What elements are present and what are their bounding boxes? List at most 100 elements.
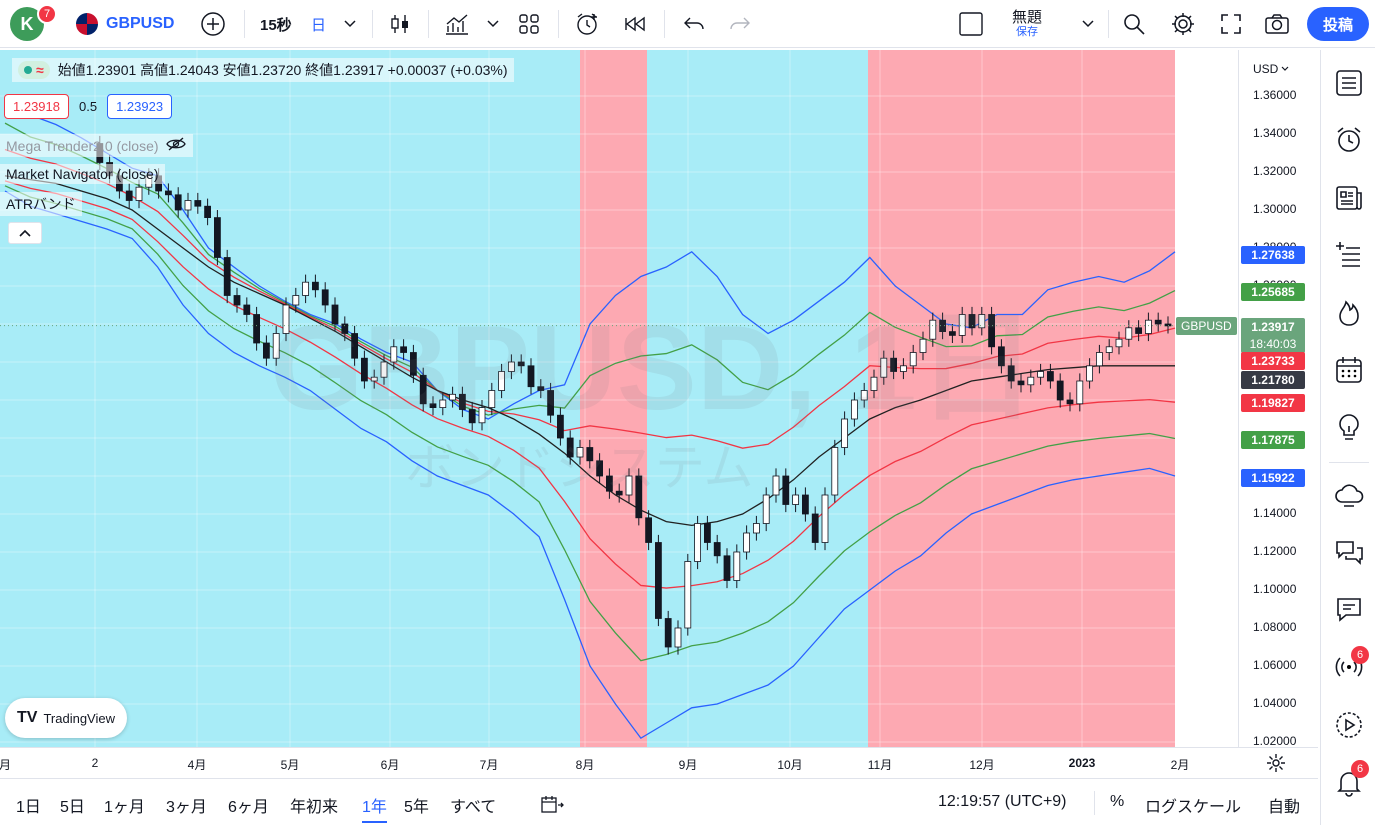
ideas-lightbulb-icon[interactable] bbox=[1334, 412, 1364, 442]
candle-body bbox=[596, 460, 603, 477]
symbol-search-button[interactable]: GBPUSD bbox=[76, 0, 174, 48]
range-button[interactable]: 5年 bbox=[404, 799, 429, 816]
candle-body bbox=[272, 333, 280, 359]
candle-body bbox=[870, 376, 878, 391]
log-scale-button[interactable]: ログスケール bbox=[1145, 799, 1242, 816]
time-axis[interactable]: 月 2 4月 5月 6月 7月 8月 9月 10月 11月 12月 2023 2月 bbox=[0, 747, 1318, 777]
spread-value: 0.5 bbox=[79, 99, 98, 114]
candlestick-type-icon[interactable] bbox=[388, 0, 412, 48]
candle-body bbox=[762, 494, 770, 524]
candle-body bbox=[586, 447, 594, 462]
play-circle-icon[interactable] bbox=[1334, 710, 1364, 740]
buy-price-button[interactable]: 1.23923 bbox=[107, 94, 173, 119]
candle-body bbox=[527, 365, 535, 388]
fullscreen-icon[interactable] bbox=[1220, 0, 1242, 48]
upper-band-red bbox=[4, 148, 1176, 449]
collapse-legend-chevron-up-icon[interactable] bbox=[8, 222, 42, 244]
time-axis-settings-gear-icon[interactable] bbox=[1266, 753, 1286, 778]
settings-gear-icon[interactable] bbox=[1170, 0, 1196, 48]
candle-body bbox=[939, 319, 946, 333]
range-button[interactable]: 1ヶ月 bbox=[104, 799, 145, 816]
candle-body bbox=[1125, 327, 1133, 340]
candle-body bbox=[919, 338, 927, 353]
layout-grid-icon[interactable] bbox=[518, 0, 540, 48]
tradingview-logo[interactable]: TV TradingView bbox=[5, 698, 127, 738]
candle-body bbox=[782, 475, 790, 505]
range-button[interactable]: 3ヶ月 bbox=[166, 799, 207, 816]
chat-cloud-icon[interactable] bbox=[1334, 480, 1364, 510]
indicator-row-atr[interactable]: ATRバンド bbox=[0, 192, 82, 216]
range-button[interactable]: すべて bbox=[450, 799, 497, 816]
percent-scale-button[interactable]: % bbox=[1110, 793, 1125, 810]
interval-dropdown-chevron-down-icon[interactable] bbox=[344, 0, 356, 48]
interval-day-button[interactable]: 日 bbox=[311, 16, 327, 34]
candle-body bbox=[635, 475, 643, 519]
candle-body bbox=[851, 399, 858, 420]
candle-body bbox=[302, 281, 310, 296]
range-button[interactable]: 年初来 bbox=[290, 799, 339, 816]
indicators-chevron-down-icon[interactable] bbox=[487, 0, 499, 48]
search-icon[interactable] bbox=[1122, 0, 1146, 48]
candle-body bbox=[978, 314, 986, 329]
candle-body bbox=[243, 304, 251, 315]
alert-clock-icon[interactable] bbox=[574, 0, 600, 48]
candle-body bbox=[262, 342, 270, 359]
hotlists-fire-icon[interactable] bbox=[1334, 298, 1364, 328]
indicator-row-navigator[interactable]: Market Navigator (close) bbox=[0, 164, 165, 184]
candle-body bbox=[1086, 365, 1093, 382]
user-avatar[interactable]: K 7 bbox=[10, 0, 57, 48]
clock-time[interactable]: 12:19:57 (UTC+9) bbox=[938, 793, 1067, 810]
time-tick: 6月 bbox=[380, 758, 400, 772]
time-tick: 10月 bbox=[777, 758, 803, 772]
publish-button[interactable]: 投稿 bbox=[1307, 7, 1369, 41]
indicators-icon[interactable] bbox=[444, 0, 470, 48]
go-to-date-icon[interactable] bbox=[540, 794, 564, 819]
price-tick: 1.06000 bbox=[1253, 658, 1297, 672]
range-button[interactable]: 5日 bbox=[60, 799, 85, 816]
undo-icon[interactable] bbox=[682, 0, 706, 48]
auto-scale-button[interactable]: 自動 bbox=[1268, 799, 1301, 816]
background-shade-2 bbox=[647, 50, 868, 747]
live-streams-badge: 6 bbox=[1351, 646, 1369, 664]
time-tick: 12月 bbox=[969, 758, 995, 772]
replay-rewind-icon[interactable] bbox=[622, 0, 648, 48]
tradingview-logo-icon: TV bbox=[17, 709, 38, 726]
candle-body bbox=[194, 200, 202, 207]
layout-chevron-down-icon[interactable] bbox=[1082, 0, 1094, 48]
live-streams-icon[interactable] bbox=[1334, 652, 1364, 682]
candle-body bbox=[860, 390, 868, 401]
range-button[interactable]: 6ヶ月 bbox=[228, 799, 269, 816]
indicator-row-mega[interactable]: Mega Trender2.0 (close) bbox=[0, 134, 193, 157]
price-chart[interactable] bbox=[0, 50, 1238, 747]
chats-icon[interactable] bbox=[1334, 538, 1364, 568]
calendar-icon[interactable] bbox=[1334, 355, 1364, 385]
sell-price-button[interactable]: 1.23918 bbox=[4, 94, 69, 119]
price-label-badge: 1.27638 bbox=[1241, 246, 1305, 264]
chart-pane[interactable]: GBPUSD, 1日 ボンドシステム ≈ 始値1.23901 高値1.24043… bbox=[0, 50, 1238, 747]
range-button[interactable]: 1年 bbox=[362, 793, 387, 823]
price-label-badge: 1.25685 bbox=[1241, 283, 1305, 301]
candle-body bbox=[713, 542, 721, 557]
add-list-icon[interactable] bbox=[1334, 240, 1364, 270]
redo-icon[interactable] bbox=[728, 0, 752, 48]
layout-name-button[interactable]: 無題 保存 bbox=[1012, 0, 1042, 48]
symbol-label: GBPUSD bbox=[106, 15, 175, 32]
price-axis[interactable]: USD 1.360001.340001.320001.300001.280001… bbox=[1238, 50, 1318, 748]
interval-15s-button[interactable]: 15秒 bbox=[260, 16, 292, 34]
compare-add-icon[interactable] bbox=[200, 0, 226, 48]
alarm-clock-icon[interactable] bbox=[1334, 125, 1364, 155]
candle-body bbox=[409, 352, 417, 376]
news-icon[interactable] bbox=[1334, 183, 1364, 213]
market-status-icon[interactable]: ≈ bbox=[18, 61, 50, 79]
currency-selector[interactable]: USD bbox=[1253, 62, 1289, 76]
candle-body bbox=[831, 447, 839, 496]
range-button[interactable]: 1日 bbox=[16, 799, 41, 816]
layout-select-checkbox-icon[interactable] bbox=[958, 0, 984, 48]
lower-band-green bbox=[4, 185, 1176, 662]
candle-body bbox=[517, 361, 525, 367]
watchlist-icon[interactable] bbox=[1334, 68, 1364, 98]
camera-snapshot-icon[interactable] bbox=[1264, 0, 1290, 48]
messages-icon[interactable] bbox=[1334, 595, 1364, 625]
candle-body bbox=[331, 304, 339, 325]
hidden-eye-icon[interactable] bbox=[165, 136, 187, 155]
